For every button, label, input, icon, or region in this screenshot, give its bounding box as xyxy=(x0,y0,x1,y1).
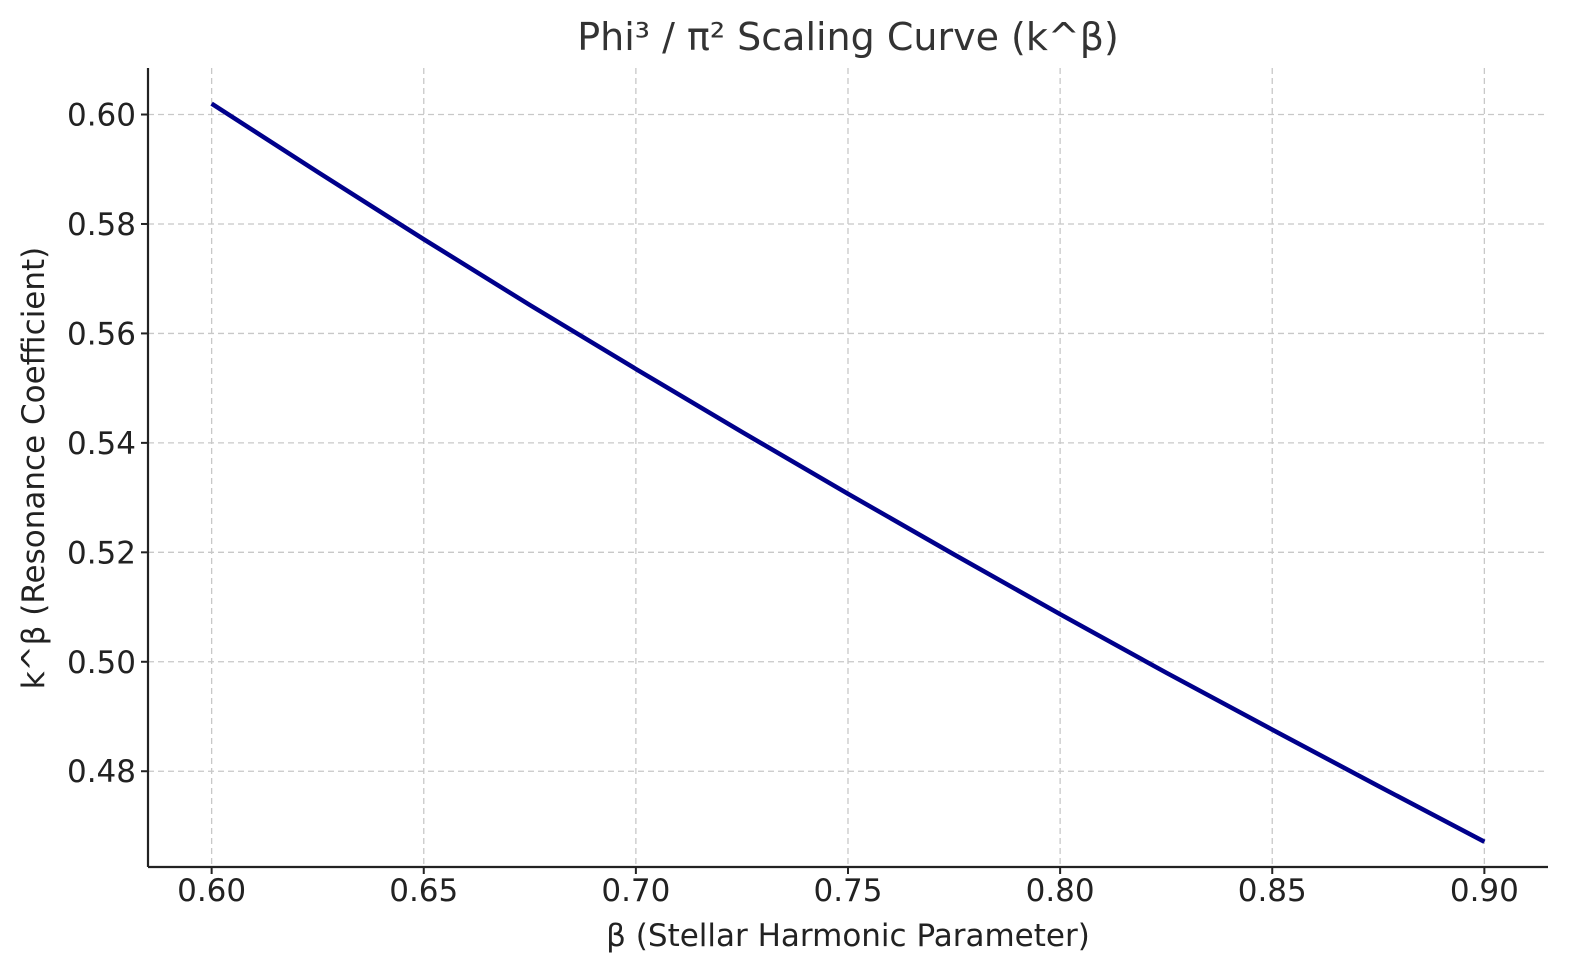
x-tick-label: 0.60 xyxy=(177,873,246,909)
y-tick-label: 0.58 xyxy=(67,207,136,243)
chart-title: Phi³ / π² Scaling Curve (k^β) xyxy=(577,15,1119,59)
y-tick-label: 0.54 xyxy=(67,426,136,462)
series-line-0 xyxy=(210,101,1486,844)
y-axis-label: k^β (Resonance Coefficient) xyxy=(16,247,52,690)
y-tick-label: 0.60 xyxy=(67,98,136,134)
x-tick-label: 0.75 xyxy=(813,873,882,909)
x-tick-label: 0.85 xyxy=(1238,873,1307,909)
series-layer xyxy=(210,101,1486,844)
x-tick-label: 0.70 xyxy=(601,873,670,909)
y-tick-label: 0.48 xyxy=(67,754,136,790)
y-tick-label: 0.52 xyxy=(67,535,136,571)
y-tick-label: 0.50 xyxy=(67,645,136,681)
tick-labels: 0.60 0.65 0.70 0.75 0.80 0.85 0.90 0.48 0.50 0.52… xyxy=(67,98,1519,909)
x-tick-label: 0.80 xyxy=(1026,873,1095,909)
grid xyxy=(148,68,1548,867)
axes xyxy=(141,68,1548,874)
x-tick-label: 0.65 xyxy=(389,873,458,909)
x-axis-label: β (Stellar Harmonic Parameter) xyxy=(606,918,1090,954)
x-tick-label: 0.90 xyxy=(1450,873,1519,909)
y-tick-label: 0.56 xyxy=(67,316,136,352)
